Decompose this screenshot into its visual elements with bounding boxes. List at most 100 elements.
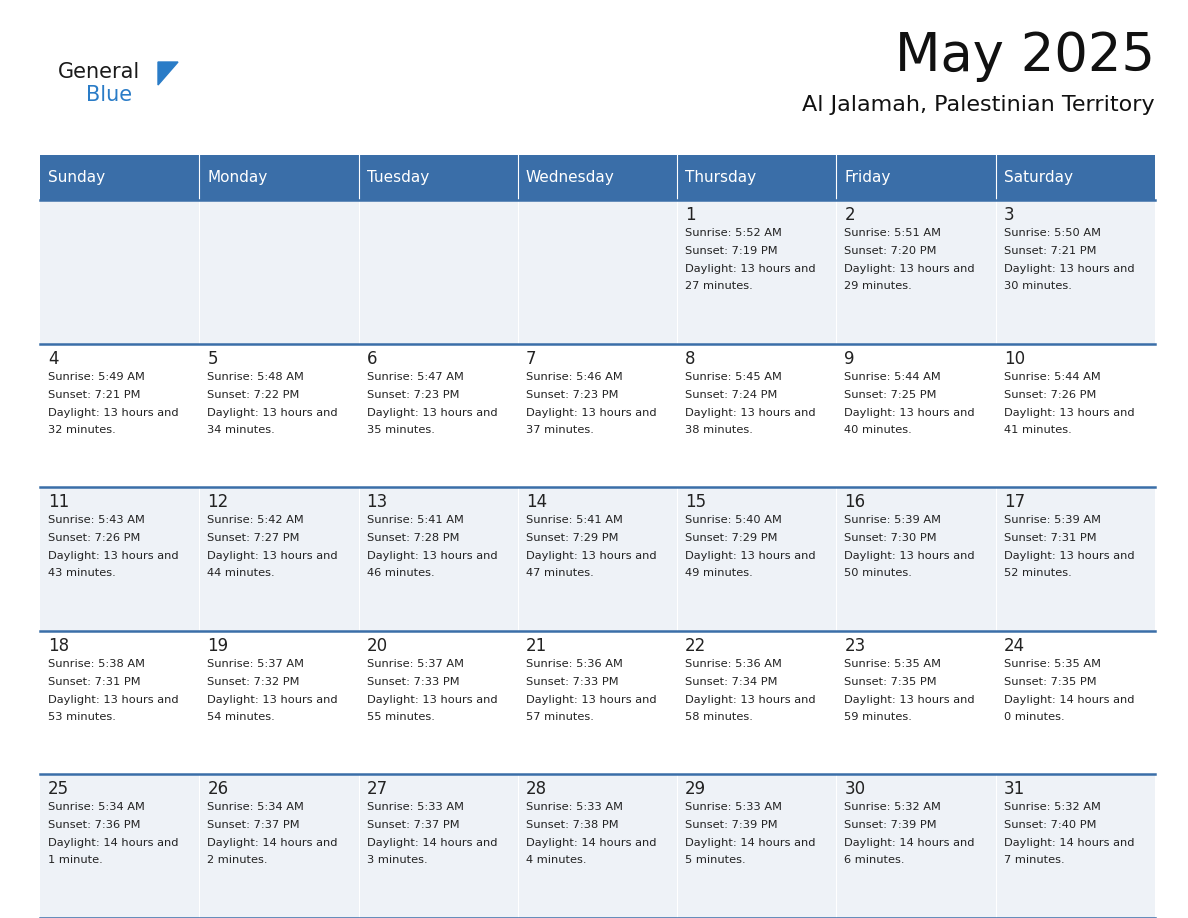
Text: 21: 21 xyxy=(526,637,548,655)
Bar xyxy=(200,487,359,631)
Text: 27 minutes.: 27 minutes. xyxy=(685,281,753,291)
Text: Daylight: 14 hours and: Daylight: 14 hours and xyxy=(685,838,816,848)
Text: Sunset: 7:39 PM: Sunset: 7:39 PM xyxy=(685,821,778,831)
Bar xyxy=(40,775,200,918)
Text: Sunset: 7:25 PM: Sunset: 7:25 PM xyxy=(845,389,937,399)
Text: 2 minutes.: 2 minutes. xyxy=(207,856,267,866)
Text: Sunrise: 5:36 AM: Sunrise: 5:36 AM xyxy=(526,659,623,669)
Text: Sunset: 7:27 PM: Sunset: 7:27 PM xyxy=(207,533,299,543)
Text: Tuesday: Tuesday xyxy=(367,170,429,185)
Bar xyxy=(677,631,836,775)
Text: Sunset: 7:38 PM: Sunset: 7:38 PM xyxy=(526,821,619,831)
Bar xyxy=(836,155,996,200)
Text: Daylight: 13 hours and: Daylight: 13 hours and xyxy=(48,695,178,705)
Text: Wednesday: Wednesday xyxy=(526,170,614,185)
Text: Sunday: Sunday xyxy=(48,170,105,185)
Text: Daylight: 14 hours and: Daylight: 14 hours and xyxy=(1004,838,1135,848)
Text: 54 minutes.: 54 minutes. xyxy=(207,711,276,722)
Text: 30: 30 xyxy=(845,780,866,799)
Text: 6 minutes.: 6 minutes. xyxy=(845,856,905,866)
Text: Sunset: 7:40 PM: Sunset: 7:40 PM xyxy=(1004,821,1097,831)
Text: 20: 20 xyxy=(367,637,387,655)
Text: 35 minutes.: 35 minutes. xyxy=(367,425,435,434)
Text: Sunrise: 5:33 AM: Sunrise: 5:33 AM xyxy=(526,802,623,812)
Polygon shape xyxy=(158,62,178,85)
Bar xyxy=(518,631,677,775)
Text: Sunset: 7:24 PM: Sunset: 7:24 PM xyxy=(685,389,777,399)
Text: Daylight: 13 hours and: Daylight: 13 hours and xyxy=(685,264,816,274)
Text: Sunrise: 5:48 AM: Sunrise: 5:48 AM xyxy=(207,372,304,382)
Text: Sunrise: 5:39 AM: Sunrise: 5:39 AM xyxy=(845,515,941,525)
Text: Sunset: 7:26 PM: Sunset: 7:26 PM xyxy=(1004,389,1097,399)
Text: Sunset: 7:19 PM: Sunset: 7:19 PM xyxy=(685,246,778,256)
Text: Daylight: 13 hours and: Daylight: 13 hours and xyxy=(367,695,498,705)
Text: Daylight: 13 hours and: Daylight: 13 hours and xyxy=(48,551,178,561)
Bar xyxy=(518,343,677,487)
Text: 1: 1 xyxy=(685,206,696,224)
Bar xyxy=(518,200,677,343)
Text: Daylight: 13 hours and: Daylight: 13 hours and xyxy=(367,408,498,418)
Text: Sunset: 7:37 PM: Sunset: 7:37 PM xyxy=(207,821,299,831)
Text: Daylight: 13 hours and: Daylight: 13 hours and xyxy=(526,408,657,418)
Bar xyxy=(518,155,677,200)
Bar xyxy=(40,343,200,487)
Text: 22: 22 xyxy=(685,637,707,655)
Text: 38 minutes.: 38 minutes. xyxy=(685,425,753,434)
Bar xyxy=(677,775,836,918)
Text: Sunset: 7:23 PM: Sunset: 7:23 PM xyxy=(526,389,619,399)
Text: 29: 29 xyxy=(685,780,707,799)
Bar xyxy=(200,200,359,343)
Bar xyxy=(40,155,200,200)
Text: 3 minutes.: 3 minutes. xyxy=(367,856,428,866)
Text: Daylight: 13 hours and: Daylight: 13 hours and xyxy=(845,551,975,561)
Bar xyxy=(996,343,1155,487)
Text: 41 minutes.: 41 minutes. xyxy=(1004,425,1072,434)
Text: Blue: Blue xyxy=(86,85,132,105)
Text: Sunset: 7:26 PM: Sunset: 7:26 PM xyxy=(48,533,140,543)
Bar xyxy=(359,631,518,775)
Text: Sunset: 7:31 PM: Sunset: 7:31 PM xyxy=(48,677,140,687)
Text: 31: 31 xyxy=(1004,780,1025,799)
Text: 57 minutes.: 57 minutes. xyxy=(526,711,594,722)
Text: Daylight: 13 hours and: Daylight: 13 hours and xyxy=(685,551,816,561)
Text: Sunrise: 5:39 AM: Sunrise: 5:39 AM xyxy=(1004,515,1101,525)
Bar xyxy=(518,775,677,918)
Text: Sunset: 7:36 PM: Sunset: 7:36 PM xyxy=(48,821,140,831)
Text: 50 minutes.: 50 minutes. xyxy=(845,568,912,578)
Text: 4 minutes.: 4 minutes. xyxy=(526,856,587,866)
Text: May 2025: May 2025 xyxy=(895,30,1155,82)
Text: 14: 14 xyxy=(526,493,546,511)
Text: Sunrise: 5:49 AM: Sunrise: 5:49 AM xyxy=(48,372,145,382)
Text: Sunset: 7:23 PM: Sunset: 7:23 PM xyxy=(367,389,459,399)
Text: Sunrise: 5:34 AM: Sunrise: 5:34 AM xyxy=(207,802,304,812)
Text: Sunset: 7:28 PM: Sunset: 7:28 PM xyxy=(367,533,459,543)
Text: Sunrise: 5:36 AM: Sunrise: 5:36 AM xyxy=(685,659,782,669)
Bar xyxy=(40,631,200,775)
Text: 27: 27 xyxy=(367,780,387,799)
Bar xyxy=(836,200,996,343)
Text: Sunrise: 5:44 AM: Sunrise: 5:44 AM xyxy=(845,372,941,382)
Bar xyxy=(200,775,359,918)
Text: 11: 11 xyxy=(48,493,69,511)
Text: Al Jalamah, Palestinian Territory: Al Jalamah, Palestinian Territory xyxy=(802,95,1155,115)
Text: Sunrise: 5:41 AM: Sunrise: 5:41 AM xyxy=(526,515,623,525)
Text: Daylight: 13 hours and: Daylight: 13 hours and xyxy=(1004,408,1135,418)
Bar xyxy=(996,200,1155,343)
Text: Monday: Monday xyxy=(207,170,267,185)
Text: Sunrise: 5:42 AM: Sunrise: 5:42 AM xyxy=(207,515,304,525)
Bar xyxy=(359,487,518,631)
Text: Saturday: Saturday xyxy=(1004,170,1073,185)
Bar xyxy=(200,343,359,487)
Text: Sunset: 7:35 PM: Sunset: 7:35 PM xyxy=(1004,677,1097,687)
Bar xyxy=(40,487,200,631)
Text: 23: 23 xyxy=(845,637,866,655)
Bar xyxy=(996,155,1155,200)
Text: 9: 9 xyxy=(845,350,855,367)
Text: Sunrise: 5:45 AM: Sunrise: 5:45 AM xyxy=(685,372,782,382)
Text: Daylight: 14 hours and: Daylight: 14 hours and xyxy=(207,838,337,848)
Text: Daylight: 13 hours and: Daylight: 13 hours and xyxy=(685,695,816,705)
Text: Sunrise: 5:40 AM: Sunrise: 5:40 AM xyxy=(685,515,782,525)
Text: Daylight: 14 hours and: Daylight: 14 hours and xyxy=(367,838,497,848)
Text: 12: 12 xyxy=(207,493,228,511)
Text: 44 minutes.: 44 minutes. xyxy=(207,568,274,578)
